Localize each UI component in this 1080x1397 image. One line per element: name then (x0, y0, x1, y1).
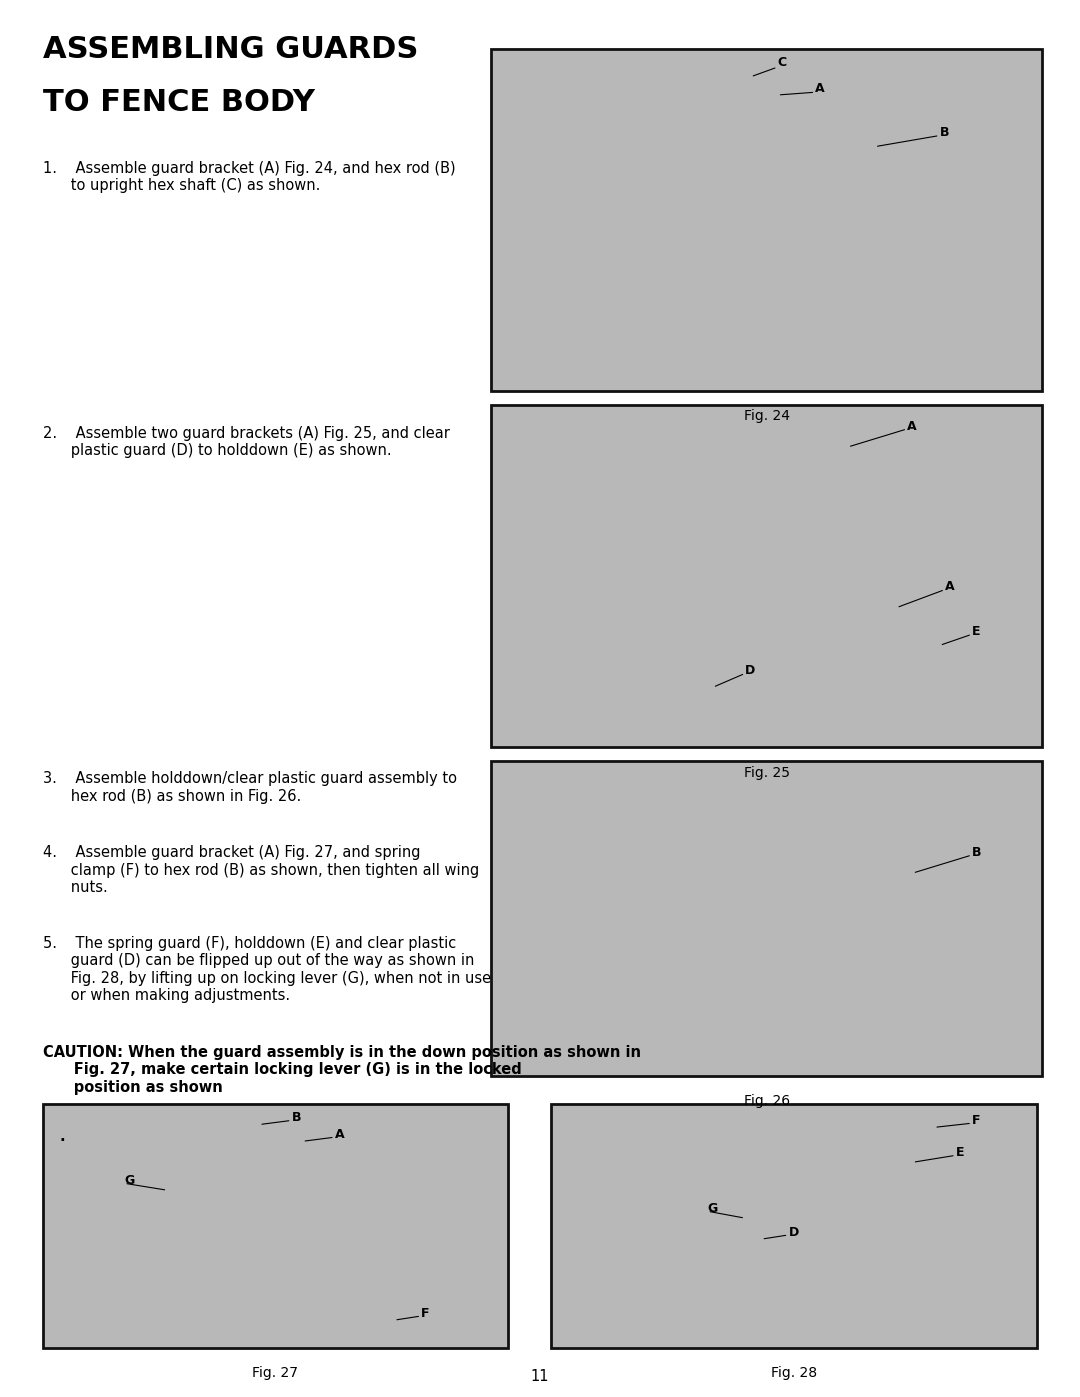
Text: 5.    The spring guard (F), holddown (E) and clear plastic
      guard (D) can b: 5. The spring guard (F), holddown (E) an… (43, 936, 491, 1003)
Text: E: E (972, 624, 981, 638)
Text: B: B (940, 126, 949, 140)
Text: 1.    Assemble guard bracket (A) Fig. 24, and hex rod (B)
      to upright hex s: 1. Assemble guard bracket (A) Fig. 24, a… (43, 161, 456, 193)
Text: D: D (788, 1225, 798, 1239)
Text: Fig. 24: Fig. 24 (744, 409, 789, 423)
Text: G: G (124, 1173, 134, 1187)
Text: TO FENCE BODY: TO FENCE BODY (43, 88, 315, 117)
Text: F: F (421, 1306, 430, 1320)
Text: 2.    Assemble two guard brackets (A) Fig. 25, and clear
      plastic guard (D): 2. Assemble two guard brackets (A) Fig. … (43, 426, 450, 458)
Text: A: A (815, 81, 825, 95)
Text: Fig. 25: Fig. 25 (744, 766, 789, 780)
Text: 11: 11 (530, 1369, 550, 1383)
Text: Fig. 28: Fig. 28 (771, 1366, 816, 1380)
Bar (491, 49, 1042, 391)
Bar (491, 405, 1042, 747)
Text: CAUTION: When the guard assembly is in the down position as shown in
      Fig. : CAUTION: When the guard assembly is in t… (43, 1045, 642, 1095)
Bar (43, 1104, 508, 1348)
Text: Fig. 27: Fig. 27 (253, 1366, 298, 1380)
Text: G: G (707, 1201, 717, 1215)
Bar (551, 1104, 1037, 1348)
Text: .: . (59, 1129, 65, 1144)
Text: 4.    Assemble guard bracket (A) Fig. 27, and spring
      clamp (F) to hex rod : 4. Assemble guard bracket (A) Fig. 27, a… (43, 845, 480, 895)
Text: A: A (945, 580, 955, 594)
Text: E: E (956, 1146, 964, 1160)
Text: A: A (907, 419, 917, 433)
Text: 3.    Assemble holddown/clear plastic guard assembly to
      hex rod (B) as sho: 3. Assemble holddown/clear plastic guard… (43, 771, 457, 803)
Text: C: C (778, 56, 786, 70)
Text: D: D (745, 664, 755, 678)
Text: F: F (972, 1113, 981, 1127)
Text: ASSEMBLING GUARDS: ASSEMBLING GUARDS (43, 35, 419, 64)
Text: Fig. 26: Fig. 26 (744, 1094, 789, 1108)
Text: A: A (335, 1127, 345, 1141)
Bar (491, 761, 1042, 1076)
Text: B: B (972, 845, 982, 859)
Text: B: B (292, 1111, 301, 1125)
